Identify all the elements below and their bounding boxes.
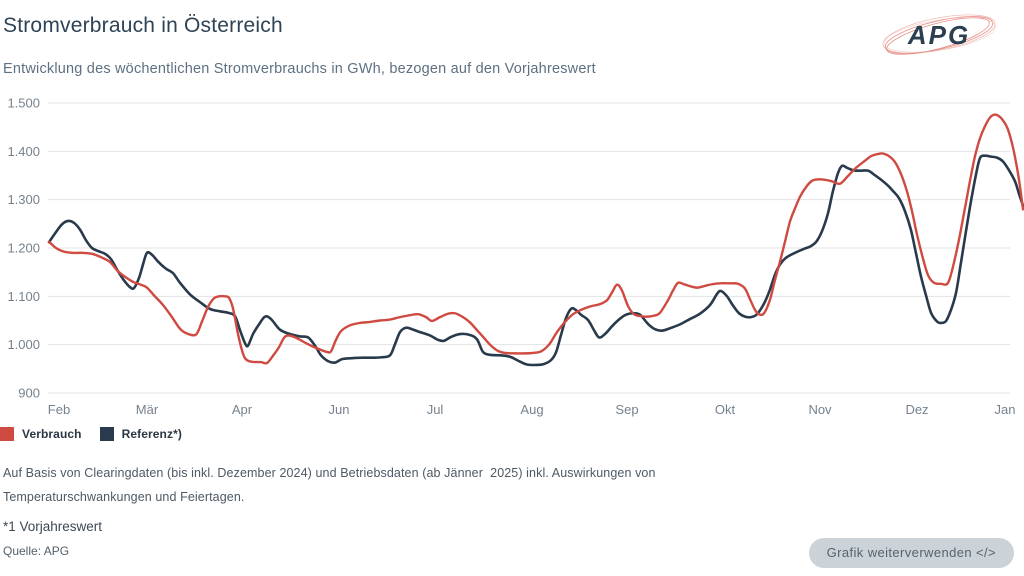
line-chart: 1.500 1.400 1.300 1.200 1.100 1.000 900 Feb Mär A… <box>7 96 1024 417</box>
x-tick-label: Apr <box>232 402 253 417</box>
x-tick-label: Nov <box>808 402 832 417</box>
series-line-referenz <box>47 154 1024 367</box>
x-tick-label: Jan <box>995 402 1016 417</box>
source-note: Quelle: APG <box>3 544 70 558</box>
legend-label-referenz: Referenz*) <box>121 427 182 441</box>
asterisk-note: *1 Vorjahreswert <box>3 519 103 534</box>
x-tick-label: Okt <box>715 402 736 417</box>
x-tick-label: Feb <box>48 402 70 417</box>
footnote-line-2: Temperaturschwankungen und Feiertagen. <box>3 490 245 504</box>
page-title: Stromverbrauch in Österreich <box>3 14 283 37</box>
reuse-graphic-button[interactable]: Grafik weiterverwenden </> <box>808 538 1014 568</box>
y-tick-label: 1.100 <box>7 289 40 304</box>
x-tick-label: Mär <box>136 402 159 417</box>
y-tick-label: 1.200 <box>7 241 40 256</box>
legend-swatch-referenz <box>99 427 114 441</box>
page-subtitle: Entwicklung des wöchentlichen Stromverbr… <box>3 61 596 77</box>
y-tick-label: 1.500 <box>7 96 40 111</box>
series-line-verbrauch <box>47 113 1024 365</box>
x-tick-label: Sep <box>615 402 638 417</box>
legend-swatch-verbrauch <box>0 427 14 441</box>
legend-item-verbrauch: Verbrauch <box>0 427 82 441</box>
legend-item-referenz: Referenz*) <box>99 427 182 441</box>
x-tick-label: Dez <box>905 402 928 417</box>
chart-area: 1.500 1.400 1.300 1.200 1.100 1.000 900 Feb Mär A… <box>0 95 1024 425</box>
chart-legend: Verbrauch Referenz*) <box>0 427 182 441</box>
x-tick-label: Jun <box>329 402 350 417</box>
x-tick-label: Aug <box>520 402 543 417</box>
footnote-line-1: Auf Basis von Clearingdaten (bis inkl. D… <box>3 466 656 480</box>
apg-logo-text: APG <box>907 20 970 50</box>
legend-label-verbrauch: Verbrauch <box>22 427 82 441</box>
x-tick-label: Jul <box>427 402 444 417</box>
apg-logo: APG <box>882 14 996 55</box>
apg-logo-swirl <box>882 14 996 55</box>
y-tick-label: 900 <box>18 386 40 401</box>
y-tick-label: 1.300 <box>7 192 40 207</box>
y-tick-label: 1.400 <box>7 144 40 159</box>
y-tick-label: 1.000 <box>7 337 40 352</box>
